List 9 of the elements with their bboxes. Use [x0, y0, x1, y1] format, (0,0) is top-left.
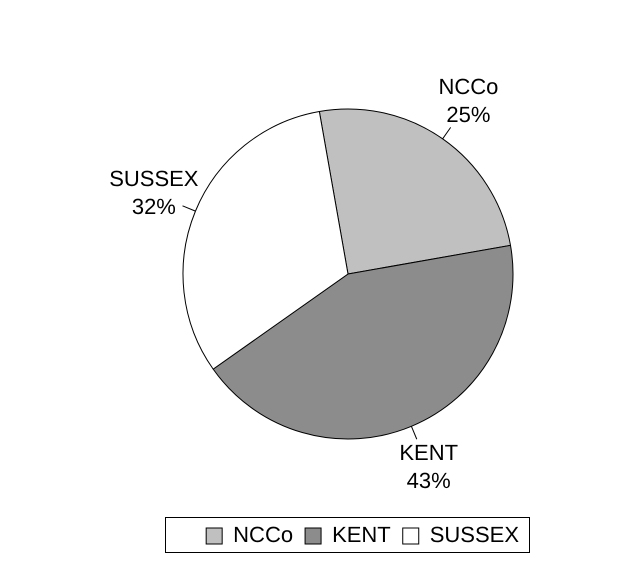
slice-label: SUSSEX	[109, 166, 199, 192]
data-label: 43%	[406, 468, 451, 493]
legend-label: KENT	[332, 522, 391, 548]
legend-label: SUSSEX	[430, 522, 520, 548]
legend-label: NCCo	[233, 522, 294, 548]
data-label: 25%	[446, 102, 490, 128]
slice-label: KENT	[399, 440, 458, 465]
data-label: 32%	[132, 194, 176, 220]
slice-label: NCCo	[438, 74, 498, 100]
